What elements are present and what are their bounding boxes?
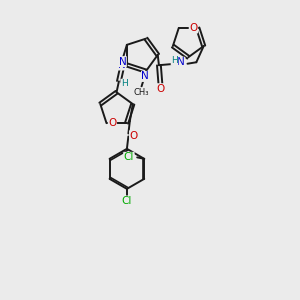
Text: O: O: [108, 118, 116, 128]
Text: Cl: Cl: [124, 152, 134, 162]
Text: O: O: [156, 84, 164, 94]
Text: O: O: [189, 23, 197, 33]
Text: CH₃: CH₃: [133, 88, 149, 97]
Text: N: N: [142, 71, 149, 81]
Text: H: H: [171, 56, 178, 65]
Text: N: N: [118, 57, 126, 67]
Text: N: N: [177, 57, 185, 67]
Text: Cl: Cl: [122, 196, 132, 206]
Text: O: O: [130, 131, 138, 141]
Text: N: N: [118, 60, 125, 70]
Text: H: H: [121, 79, 128, 88]
